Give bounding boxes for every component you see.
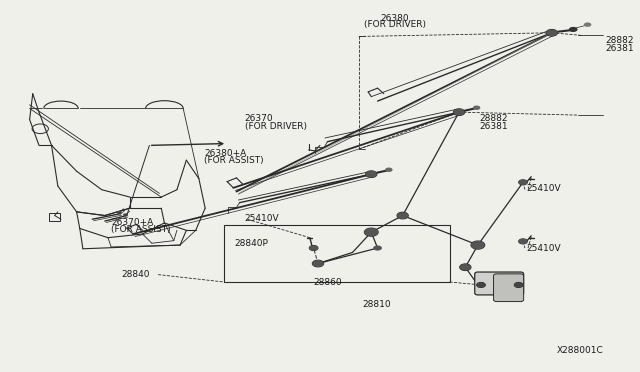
- Text: 28810: 28810: [362, 300, 390, 310]
- Circle shape: [364, 228, 378, 236]
- Text: 25410V: 25410V: [527, 185, 561, 193]
- Circle shape: [397, 212, 408, 219]
- Circle shape: [373, 246, 382, 251]
- Circle shape: [518, 239, 527, 244]
- Circle shape: [518, 180, 527, 185]
- Text: 28840: 28840: [122, 270, 150, 279]
- Circle shape: [473, 106, 481, 110]
- FancyBboxPatch shape: [493, 274, 524, 302]
- Circle shape: [312, 260, 324, 267]
- Circle shape: [546, 29, 557, 36]
- Circle shape: [385, 167, 392, 172]
- Text: 26380: 26380: [381, 14, 410, 23]
- Text: (FOR ASSIST): (FOR ASSIST): [204, 156, 264, 166]
- Circle shape: [460, 264, 471, 270]
- Text: (FOR ASSIST): (FOR ASSIST): [111, 225, 171, 234]
- Circle shape: [514, 282, 523, 288]
- Circle shape: [365, 171, 377, 177]
- Text: (FOR DRIVER): (FOR DRIVER): [364, 20, 426, 29]
- Circle shape: [584, 22, 591, 27]
- Bar: [224, 225, 450, 282]
- FancyBboxPatch shape: [475, 272, 524, 295]
- Text: 26370+A: 26370+A: [111, 218, 154, 227]
- Text: 26380+A: 26380+A: [204, 149, 246, 158]
- Circle shape: [477, 282, 485, 288]
- Text: 25410V: 25410V: [244, 214, 278, 223]
- Text: (FOR DRIVER): (FOR DRIVER): [244, 122, 307, 131]
- Text: 26381: 26381: [479, 122, 508, 131]
- Text: 25410V: 25410V: [527, 244, 561, 253]
- Circle shape: [471, 241, 484, 249]
- Text: 26370: 26370: [244, 114, 273, 123]
- Bar: [49, 213, 60, 221]
- Text: X288001C: X288001C: [557, 346, 604, 355]
- Circle shape: [123, 213, 128, 216]
- Text: 26381: 26381: [605, 44, 634, 53]
- Text: 28882: 28882: [605, 36, 634, 45]
- Circle shape: [116, 211, 122, 214]
- Circle shape: [453, 109, 465, 115]
- Circle shape: [309, 246, 318, 251]
- Text: 28860: 28860: [314, 278, 342, 287]
- Text: 28882: 28882: [479, 114, 508, 123]
- Text: 28840P: 28840P: [235, 239, 269, 248]
- Circle shape: [569, 27, 577, 32]
